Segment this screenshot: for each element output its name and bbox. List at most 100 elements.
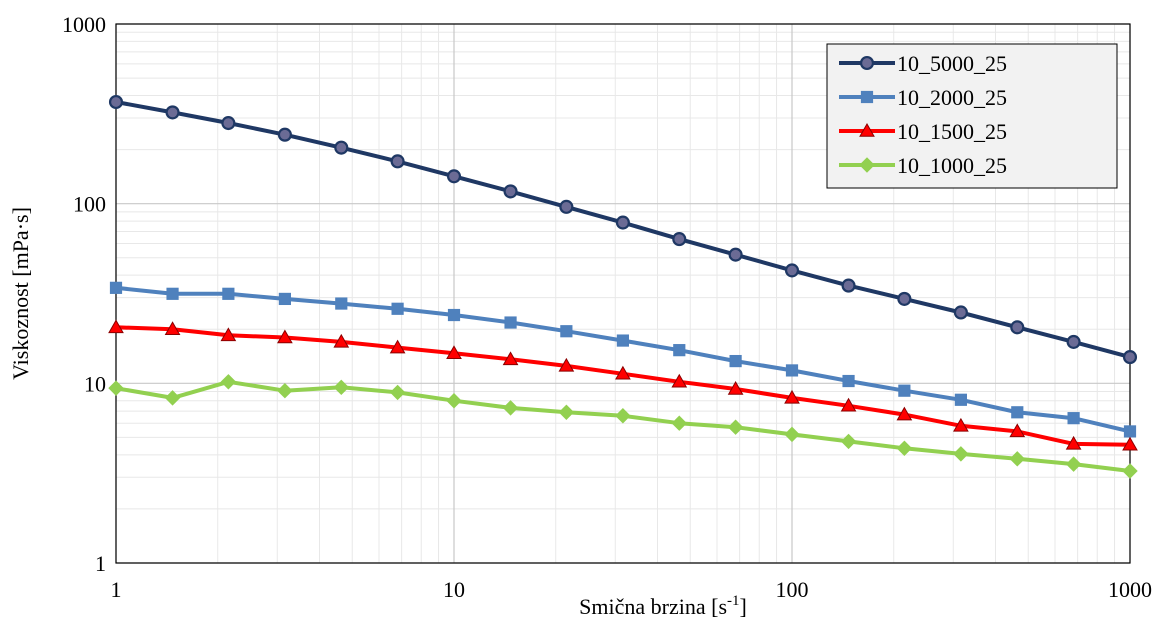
data-point xyxy=(559,199,574,214)
series-10_1000_25 xyxy=(108,374,1138,479)
data-point xyxy=(333,333,350,348)
data-point xyxy=(616,334,629,347)
data-point xyxy=(727,380,744,395)
y-tick-label: 1000 xyxy=(62,12,106,37)
data-point xyxy=(728,247,743,262)
data-point xyxy=(1067,412,1080,425)
data-point xyxy=(502,400,519,416)
data-point xyxy=(953,446,969,462)
data-point xyxy=(615,215,630,230)
data-point xyxy=(447,308,461,322)
data-point xyxy=(390,154,405,169)
y-tick-label: 10 xyxy=(84,371,106,396)
data-point xyxy=(108,380,124,396)
data-point xyxy=(953,417,969,432)
x-axis-title-superscript: -1 xyxy=(727,593,740,609)
data-point xyxy=(896,406,913,421)
data-point xyxy=(164,390,181,406)
legend-marker xyxy=(860,90,874,104)
data-point xyxy=(615,408,631,424)
data-point xyxy=(615,365,631,380)
series-10_2000_25 xyxy=(109,281,1137,438)
data-point xyxy=(785,364,799,377)
data-point xyxy=(502,351,519,366)
series-layer xyxy=(108,94,1138,479)
x-tick-label: 100 xyxy=(776,577,809,602)
data-point xyxy=(1066,334,1081,349)
data-point xyxy=(896,440,913,456)
data-point xyxy=(389,339,406,354)
data-point xyxy=(446,169,462,184)
data-point xyxy=(1009,451,1025,467)
x-tick-labels: 1 10 100 1000 xyxy=(111,577,1153,602)
legend-marker xyxy=(859,157,875,173)
data-point xyxy=(108,319,124,334)
series-10_5000_25 xyxy=(108,94,1138,365)
data-point xyxy=(1010,320,1025,335)
data-point xyxy=(335,297,348,310)
data-point xyxy=(1009,423,1026,438)
data-point xyxy=(165,105,180,120)
y-tick-labels: 1 10 100 1000 xyxy=(62,12,106,576)
data-point xyxy=(164,321,181,335)
data-point xyxy=(954,393,967,406)
data-point xyxy=(841,278,856,293)
data-point xyxy=(278,292,291,306)
data-point xyxy=(671,373,688,388)
data-point xyxy=(1122,436,1138,451)
y-axis-title: Viskoznost [mPa·s] xyxy=(8,207,33,380)
x-tick-label: 10 xyxy=(443,577,465,602)
legend-marker xyxy=(859,55,875,71)
legend-label: 10_5000_25 xyxy=(897,51,1007,76)
data-point xyxy=(220,374,237,390)
legend-entry: 10_1000_25 xyxy=(839,153,1007,178)
data-point xyxy=(784,263,800,278)
data-point xyxy=(108,94,124,110)
x-axis-title-main: Smična brzina [s xyxy=(579,594,727,619)
data-point xyxy=(1122,463,1138,479)
data-point xyxy=(897,291,912,306)
data-point xyxy=(558,357,575,372)
data-point xyxy=(729,354,742,368)
legend-entry: 10_1500_25 xyxy=(839,119,1007,144)
legend-entry: 10_5000_25 xyxy=(839,51,1007,76)
data-point xyxy=(840,397,857,412)
data-point xyxy=(784,389,800,404)
data-point xyxy=(784,426,800,443)
data-point xyxy=(1065,435,1082,450)
data-point xyxy=(389,384,406,401)
data-point xyxy=(166,287,179,300)
data-point xyxy=(840,433,857,450)
data-point xyxy=(1065,456,1082,472)
data-point xyxy=(727,419,744,435)
data-point xyxy=(673,344,686,357)
data-point xyxy=(672,232,687,247)
data-point xyxy=(446,393,462,409)
data-point xyxy=(221,115,236,131)
x-axis-title-end: ] xyxy=(740,594,747,619)
y-tick-label: 1 xyxy=(95,551,106,576)
data-point xyxy=(446,345,462,360)
data-point xyxy=(222,287,235,300)
data-point xyxy=(1011,406,1024,419)
legend: 10_5000_25 10_2000_25 10_1500_25 10_1000_25 xyxy=(826,43,1118,189)
data-point xyxy=(842,374,855,388)
data-point xyxy=(220,327,237,342)
data-point xyxy=(277,127,292,142)
x-tick-label: 1 xyxy=(111,577,122,602)
legend-entry: 10_2000_25 xyxy=(839,85,1007,110)
x-tick-label: 1000 xyxy=(1108,577,1152,602)
data-point xyxy=(1123,425,1137,438)
data-point xyxy=(277,329,293,344)
x-axis-title: Smična brzina [s-1] xyxy=(579,593,747,619)
data-point xyxy=(1122,350,1138,365)
series-10_1500_25 xyxy=(108,319,1138,451)
data-point xyxy=(898,384,911,397)
data-point xyxy=(560,325,573,338)
legend-label: 10_2000_25 xyxy=(897,85,1007,110)
data-point xyxy=(391,302,404,315)
y-tick-label: 100 xyxy=(73,192,106,217)
data-point xyxy=(558,404,575,420)
legend-label: 10_1500_25 xyxy=(897,119,1007,144)
